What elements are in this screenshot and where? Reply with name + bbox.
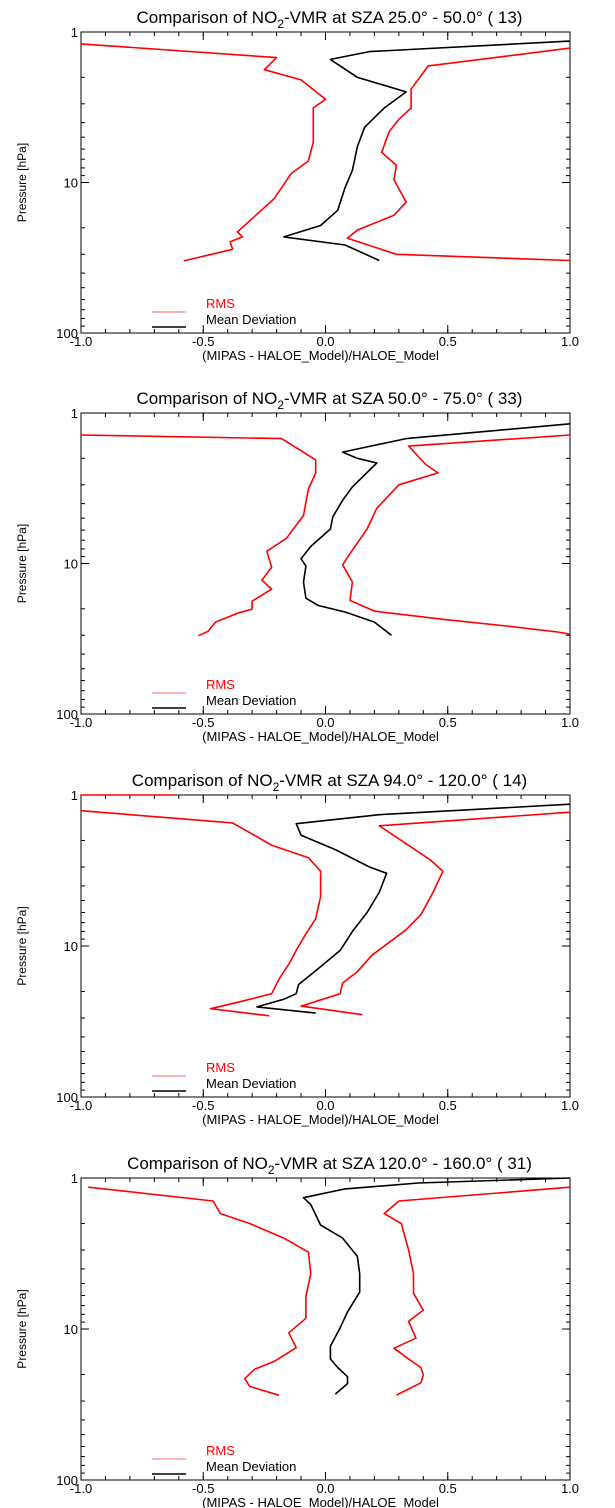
legend-rms-label: RMS bbox=[206, 296, 235, 311]
x-axis-label: (MIPAS - HALOE_Model)/HALOE_Model bbox=[202, 729, 439, 744]
x-tick-label: 1.0 bbox=[561, 334, 579, 349]
legend-mean-label: Mean Deviation bbox=[206, 693, 296, 708]
x-tick-label: 0.0 bbox=[316, 1481, 334, 1496]
mean-deviation-line bbox=[300, 423, 571, 636]
title-prefix: Comparison of NO bbox=[137, 389, 278, 408]
mean-deviation-line bbox=[283, 40, 571, 262]
y-tick-label: 1 bbox=[71, 406, 78, 421]
x-axis-label: (MIPAS - HALOE_Model)/HALOE_Model bbox=[202, 1112, 439, 1127]
y-tick-label: 100 bbox=[56, 707, 78, 722]
x-tick-label: -0.5 bbox=[192, 334, 214, 349]
y-axis-label: Pressure [hPa] bbox=[15, 524, 29, 603]
legend-rms-label: RMS bbox=[206, 677, 235, 692]
x-tick-label: 1.0 bbox=[561, 1481, 579, 1496]
plot-frame bbox=[80, 794, 571, 1098]
title-subscript: 2 bbox=[273, 780, 280, 794]
plot-frame bbox=[80, 1177, 571, 1481]
plot-frame bbox=[80, 31, 571, 334]
x-tick-label: 0.0 bbox=[316, 334, 334, 349]
title-subscript: 2 bbox=[277, 17, 284, 31]
y-tick-label: 1 bbox=[71, 25, 78, 40]
x-tick-label: 0.5 bbox=[439, 715, 457, 730]
x-tick-label: -1.0 bbox=[70, 715, 92, 730]
chart-title: Comparison of NO2-VMR at SZA 50.0° - 75.… bbox=[137, 389, 523, 412]
y-tick-label: 10 bbox=[64, 176, 78, 191]
rms-line bbox=[341, 434, 571, 635]
x-axis: -1.0 -0.5 0.0 0.5 1.0 bbox=[70, 1178, 579, 1496]
x-tick-label: -1.0 bbox=[70, 334, 92, 349]
plot-frame bbox=[80, 412, 571, 715]
y-axis-label: Pressure [hPa] bbox=[15, 143, 29, 222]
y-tick-label: 10 bbox=[64, 1322, 78, 1337]
x-tick-label: -0.5 bbox=[192, 715, 214, 730]
chart-title: Comparison of NO2-VMR at SZA 120.0° - 16… bbox=[127, 1154, 532, 1177]
y-tick-label: 10 bbox=[64, 939, 78, 954]
mean-deviation-line bbox=[302, 1177, 571, 1395]
y-tick-label: 1 bbox=[71, 788, 78, 803]
y-axis-label: Pressure [hPa] bbox=[15, 1289, 29, 1368]
title-subscript: 2 bbox=[277, 398, 284, 412]
rms-line bbox=[346, 47, 571, 262]
x-tick-label: 1.0 bbox=[561, 1098, 579, 1113]
x-tick-label: 0.5 bbox=[439, 1481, 457, 1496]
x-tick-label: 1.0 bbox=[561, 715, 579, 730]
rms-line bbox=[88, 1186, 312, 1397]
x-tick-label: -1.0 bbox=[70, 1098, 92, 1113]
y-axis-label: Pressure [hPa] bbox=[15, 906, 29, 985]
y-tick-label: 1 bbox=[71, 1171, 78, 1186]
y-axis: 1 10 100 bbox=[56, 788, 570, 1105]
x-axis-label: (MIPAS - HALOE_Model)/HALOE_Model bbox=[202, 348, 439, 363]
legend-mean-label: Mean Deviation bbox=[206, 1076, 296, 1091]
title-suffix: -VMR at SZA 120.0° - 160.0° ( 31) bbox=[275, 1154, 532, 1173]
chart-panel-1: Comparison of NO2-VMR at SZA 25.0° - 50.… bbox=[15, 8, 579, 363]
rms-line bbox=[300, 811, 571, 1016]
rms-line bbox=[383, 1186, 571, 1396]
y-axis: 1 10 100 bbox=[56, 1171, 570, 1488]
legend-mean-label: Mean Deviation bbox=[206, 312, 296, 327]
x-tick-label: -0.5 bbox=[192, 1481, 214, 1496]
y-tick-label: 100 bbox=[56, 326, 78, 341]
legend-rms-label: RMS bbox=[206, 1060, 235, 1075]
rms-line bbox=[80, 809, 322, 1017]
x-tick-label: 0.5 bbox=[439, 334, 457, 349]
x-axis: -1.0 -0.5 0.0 0.5 1.0 bbox=[70, 32, 579, 349]
chart-panel-4: Comparison of NO2-VMR at SZA 120.0° - 16… bbox=[15, 1154, 579, 1508]
x-tick-label: -1.0 bbox=[70, 1481, 92, 1496]
x-tick-label: 0.0 bbox=[316, 715, 334, 730]
legend-rms-label: RMS bbox=[206, 1443, 235, 1458]
x-tick-label: -0.5 bbox=[192, 1098, 214, 1113]
chart-panel-2: Comparison of NO2-VMR at SZA 50.0° - 75.… bbox=[15, 389, 579, 744]
chart-title: Comparison of NO2-VMR at SZA 25.0° - 50.… bbox=[137, 8, 523, 31]
y-tick-label: 100 bbox=[56, 1473, 78, 1488]
x-tick-label: 0.0 bbox=[316, 1098, 334, 1113]
x-axis-label: (MIPAS - HALOE_Model)/HALOE_Model bbox=[202, 1495, 439, 1508]
title-suffix: -VMR at SZA 94.0° - 120.0° ( 14) bbox=[279, 771, 527, 790]
y-tick-label: 10 bbox=[64, 557, 78, 572]
title-subscript: 2 bbox=[268, 1163, 275, 1177]
x-axis: -1.0 -0.5 0.0 0.5 1.0 bbox=[70, 795, 579, 1113]
rms-line bbox=[80, 434, 317, 637]
title-suffix: -VMR at SZA 25.0° - 50.0° ( 13) bbox=[284, 8, 522, 27]
y-tick-label: 100 bbox=[56, 1090, 78, 1105]
chart-panel-3: Comparison of NO2-VMR at SZA 94.0° - 120… bbox=[15, 771, 579, 1127]
y-axis: 1 10 100 bbox=[56, 406, 570, 722]
x-axis: -1.0 -0.5 0.0 0.5 1.0 bbox=[70, 413, 579, 730]
mean-deviation-line bbox=[256, 803, 571, 1014]
title-prefix: Comparison of NO bbox=[127, 1154, 268, 1173]
chart-title: Comparison of NO2-VMR at SZA 94.0° - 120… bbox=[132, 771, 527, 794]
y-axis: 1 10 100 bbox=[56, 25, 570, 341]
title-prefix: Comparison of NO bbox=[132, 771, 273, 790]
title-prefix: Comparison of NO bbox=[137, 8, 278, 27]
legend-mean-label: Mean Deviation bbox=[206, 1459, 296, 1474]
title-suffix: -VMR at SZA 50.0° - 75.0° ( 33) bbox=[284, 389, 522, 408]
x-tick-label: 0.5 bbox=[439, 1098, 457, 1113]
rms-line bbox=[80, 43, 327, 262]
